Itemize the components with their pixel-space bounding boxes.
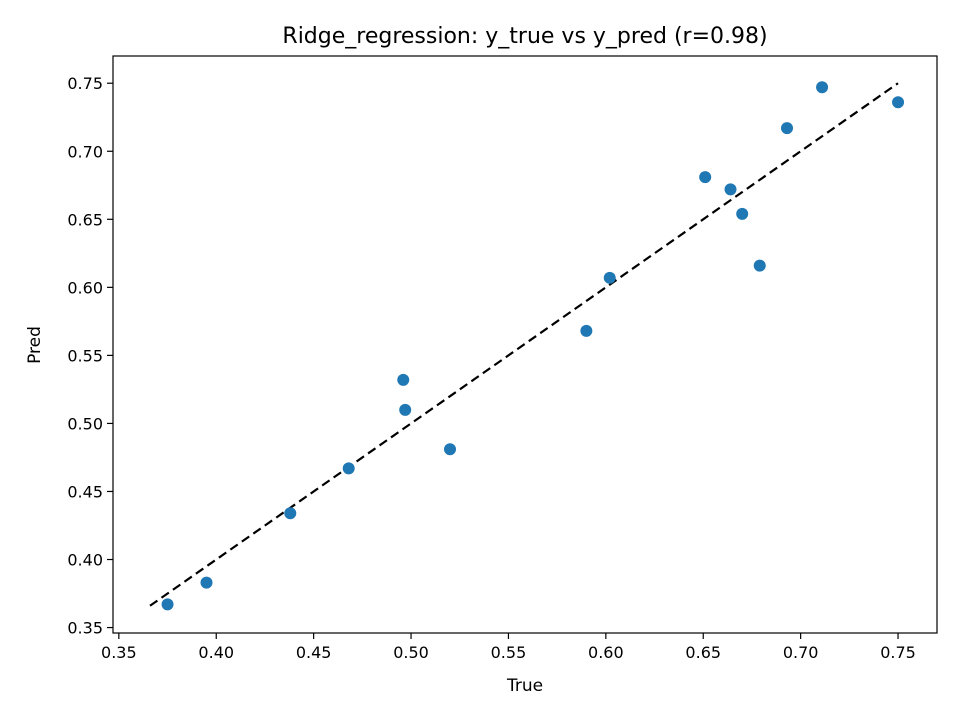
y-axis-label: Pred (25, 326, 45, 364)
x-tick-label: 0.60 (588, 643, 624, 662)
y-tick-label: 0.35 (67, 619, 103, 638)
x-tick-label: 0.50 (393, 643, 429, 662)
y-tick-label: 0.45 (67, 482, 103, 501)
data-point (342, 462, 355, 475)
data-point (892, 96, 905, 109)
y-tick-label: 0.60 (67, 278, 103, 297)
data-point (284, 507, 297, 520)
x-tick-label: 0.65 (685, 643, 721, 662)
reference-line (149, 82, 899, 607)
data-point (699, 171, 712, 184)
data-point (781, 122, 794, 135)
data-point (580, 324, 593, 337)
y-tick-label: 0.70 (67, 142, 103, 161)
x-tick-label: 0.40 (198, 643, 234, 662)
x-axis-label: True (506, 676, 543, 696)
chart-title: Ridge_regression: y_true vs y_pred (r=0.… (282, 24, 767, 49)
data-point (816, 81, 829, 94)
data-point (200, 576, 213, 589)
y-tick-label: 0.65 (67, 210, 103, 229)
data-point (753, 259, 766, 272)
data-point (399, 403, 412, 416)
data-point (161, 598, 174, 611)
y-tick-label: 0.40 (67, 551, 103, 570)
plot-area: 0.35 0.40 0.45 0.50 0.55 0.60 0.65 0.70 0.75 0.35… (67, 55, 938, 662)
data-point (397, 373, 410, 386)
data-point (724, 183, 737, 196)
data-point (444, 443, 457, 456)
x-tick-label: 0.55 (491, 643, 527, 662)
x-tick-label: 0.45 (296, 643, 332, 662)
x-tick-label: 0.35 (101, 643, 137, 662)
x-tick-label: 0.70 (783, 643, 819, 662)
data-point (736, 207, 749, 220)
plot-frame (112, 55, 938, 634)
y-tick-label: 0.55 (67, 346, 103, 365)
y-tick-label: 0.75 (67, 74, 103, 93)
y-tick-label: 0.50 (67, 414, 103, 433)
data-point (603, 271, 616, 284)
x-tick-label: 0.75 (880, 643, 916, 662)
